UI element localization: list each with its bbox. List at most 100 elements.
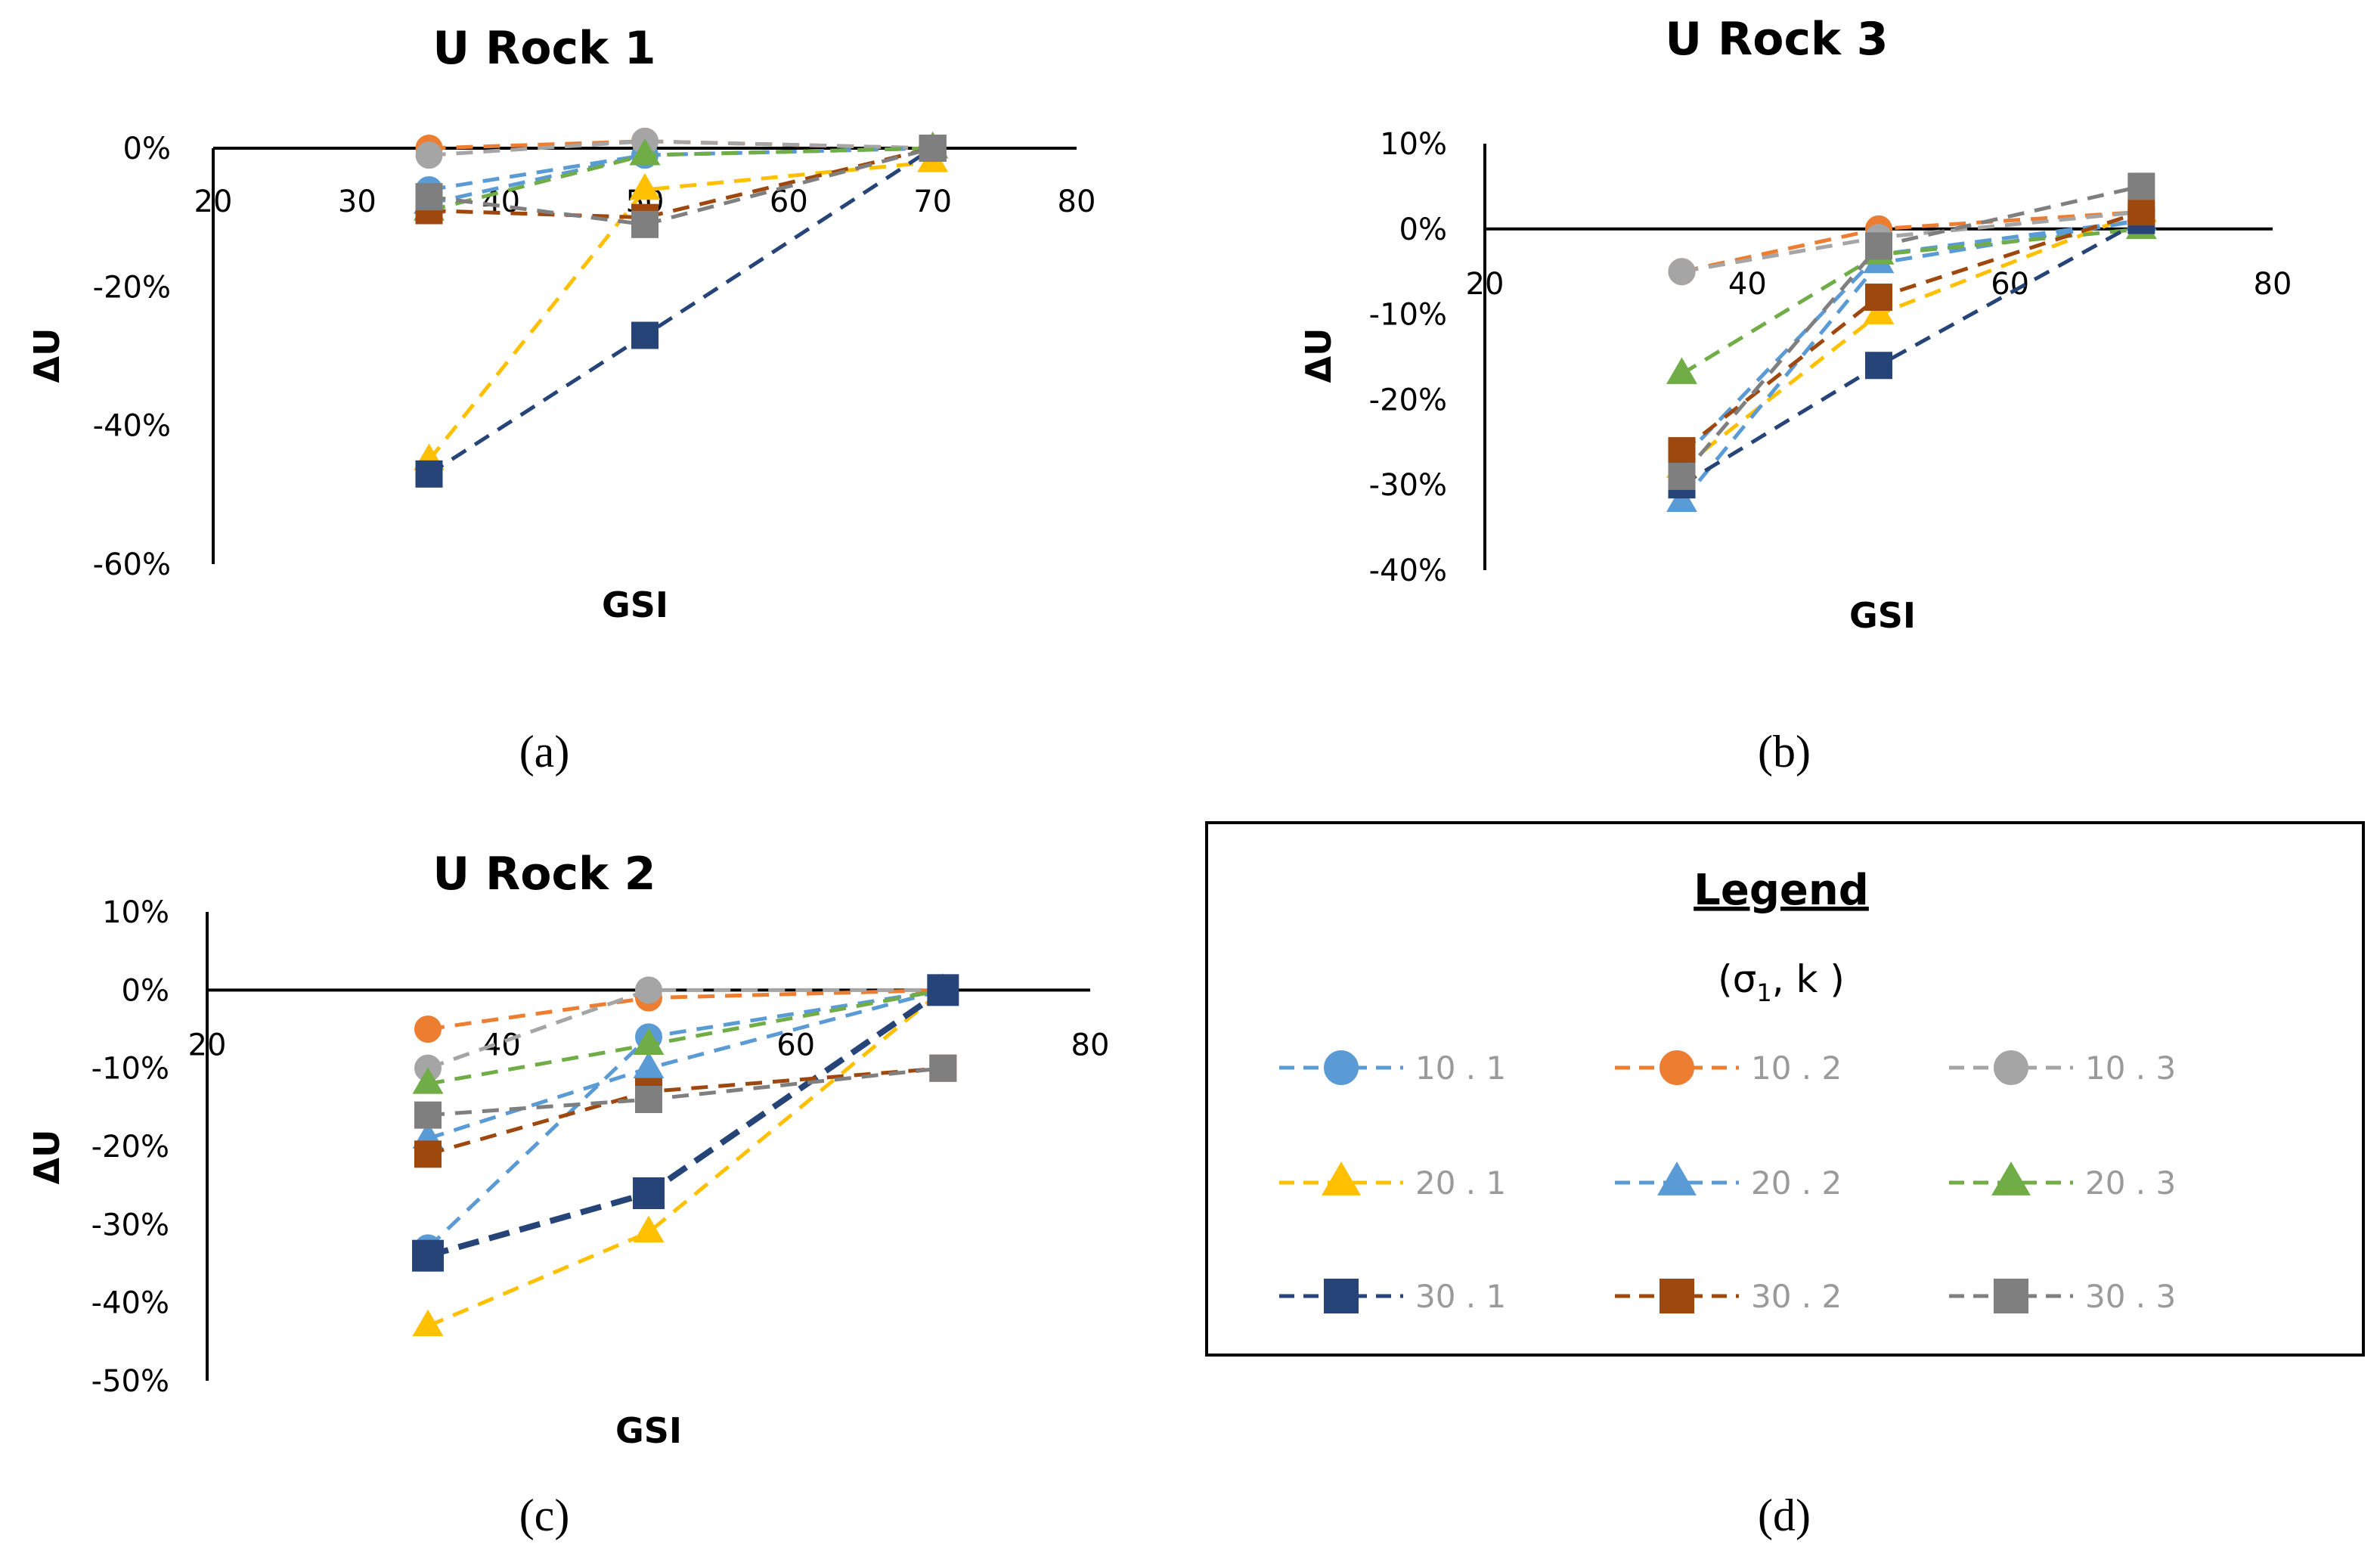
- series-line: [1680, 219, 2142, 504]
- data-point: [927, 974, 959, 1006]
- data-point: [2127, 198, 2155, 226]
- y-tick-label: -30%: [1369, 468, 1447, 503]
- x-tick-label: 30: [338, 185, 377, 219]
- data-point: [633, 1028, 665, 1055]
- data-point: [1668, 462, 1696, 490]
- data-point: [919, 135, 947, 162]
- x-tick-label: 80: [1058, 185, 1096, 219]
- series-302: [1668, 198, 2155, 465]
- y-tick-label: -20%: [93, 270, 171, 305]
- series-301: [412, 974, 959, 1272]
- data-point: [1863, 297, 1895, 324]
- legend-label: 20 . 1: [1415, 1164, 1506, 1202]
- legend-label: 10 . 3: [2085, 1050, 2176, 1087]
- y-tick-label: -20%: [91, 1130, 169, 1164]
- data-point: [629, 138, 661, 166]
- series-line: [429, 146, 934, 220]
- data-point: [633, 1051, 665, 1078]
- series-line: [1681, 209, 2142, 274]
- legend-entry: 30 . 1: [1279, 1278, 1506, 1315]
- legend-marker: [1659, 1279, 1694, 1313]
- data-point: [412, 1067, 444, 1094]
- legend-marker: [1322, 1161, 1361, 1195]
- data-point: [415, 183, 443, 211]
- legend-entry: 20 . 3: [1949, 1161, 2176, 1202]
- legend-marker: [1659, 1050, 1694, 1085]
- x-tick-label: 70: [913, 185, 952, 219]
- y-tick-label: -60%: [93, 547, 171, 582]
- legend-marker: [1324, 1050, 1359, 1085]
- data-point: [1666, 357, 1697, 384]
- data-point: [635, 1086, 662, 1113]
- legend-label: 10 . 2: [1751, 1050, 1842, 1087]
- data-point: [414, 1016, 442, 1043]
- y-tick-label: 0%: [123, 132, 171, 166]
- data-point: [415, 141, 443, 169]
- y-tick-label: -50%: [91, 1364, 169, 1399]
- legend-entry: 30 . 3: [1949, 1278, 2176, 1315]
- data-point: [414, 1140, 442, 1168]
- legend-marker: [1657, 1161, 1697, 1195]
- y-tick-label: -20%: [1369, 383, 1447, 417]
- legend-panel: Legend (σ1, k ) 10 . 1 10 . 2 10 . 3 20 . 1…: [1205, 821, 2365, 1540]
- y-axis-label: ΔU: [1298, 328, 1339, 383]
- legend-box: [1205, 821, 2365, 1357]
- legend-label: 20 . 3: [2085, 1164, 2176, 1202]
- data-point: [1668, 437, 1696, 465]
- series-303: [1668, 172, 2155, 490]
- x-tick-label: 20: [194, 185, 233, 219]
- panel-caption: (b): [1758, 727, 1811, 777]
- data-point: [1865, 232, 1892, 260]
- series-line: [427, 988, 944, 1141]
- chart-title: U Rock 3: [1665, 13, 1888, 66]
- data-point: [1865, 352, 1892, 380]
- x-tick-label: 80: [1071, 1028, 1110, 1062]
- legend-entry: 10 . 2: [1615, 1050, 1842, 1087]
- series-line: [427, 988, 944, 1328]
- legend-marker: [1991, 1161, 2031, 1195]
- series-301: [1668, 206, 2155, 499]
- legend-label: 30 . 3: [2085, 1278, 2176, 1315]
- chart-panel-u-rock-3: U Rock 3 ΔU GSI (b) 10% 0% -10% -20% -30% -40…: [1298, 13, 2292, 777]
- legend-marker: [1994, 1050, 2028, 1085]
- legend-marker: [1994, 1279, 2028, 1313]
- x-tick-label: 80: [2254, 267, 2292, 302]
- legend-label: 20 . 2: [1751, 1164, 1842, 1202]
- legend-label: 10 . 1: [1415, 1050, 1506, 1087]
- x-axis-label: GSI: [602, 585, 668, 625]
- chart-panel-u-rock-1: U Rock 1 ΔU GSI (a) 0%-20%-40%-60%20 30 40…: [26, 22, 1095, 777]
- panel-caption: (d): [1758, 1490, 1811, 1540]
- series-line: [427, 1066, 944, 1156]
- x-tick-label: 60: [770, 185, 808, 219]
- data-point: [415, 460, 443, 488]
- legend-entry: 30 . 2: [1615, 1278, 1842, 1315]
- x-tick-label: 20: [188, 1028, 227, 1062]
- y-tick-label: 0%: [122, 973, 169, 1008]
- y-axis-label: ΔU: [26, 328, 67, 383]
- legend-entry: 10 . 1: [1279, 1050, 1506, 1087]
- data-point: [1666, 485, 1697, 513]
- y-tick-label: 10%: [1380, 127, 1447, 162]
- series-101: [1668, 206, 2155, 473]
- series-line: [427, 1066, 944, 1118]
- series-line: [1681, 209, 2142, 274]
- series-line: [429, 146, 934, 227]
- panel-caption: (a): [519, 727, 570, 777]
- chart-panel-u-rock-2: U Rock 2 ΔU GSI (c) 10% 0% -10% -20% -30% -40…: [26, 848, 1109, 1540]
- data-point: [629, 172, 661, 200]
- legend-title: Legend: [1694, 866, 1869, 915]
- y-tick-label: -40%: [91, 1286, 169, 1321]
- chart-title: U Rock 2: [432, 848, 655, 901]
- legend-entry: 10 . 3: [1949, 1050, 2176, 1087]
- data-point: [929, 1054, 957, 1082]
- data-point: [633, 1215, 665, 1242]
- series-line: [1680, 209, 2143, 470]
- data-point: [1668, 258, 1696, 286]
- legend-entry: 20 . 1: [1279, 1161, 1506, 1202]
- legend-entry: 20 . 2: [1615, 1161, 1842, 1202]
- y-tick-label: -40%: [93, 409, 171, 444]
- series-line: [427, 988, 944, 1031]
- legend-entries: 10 . 1 10 . 2 10 . 3 20 . 1 20 . 2 20 . 3 30 .…: [1279, 1050, 2176, 1315]
- legend-subtitle: (σ1, k ): [1718, 957, 1845, 1007]
